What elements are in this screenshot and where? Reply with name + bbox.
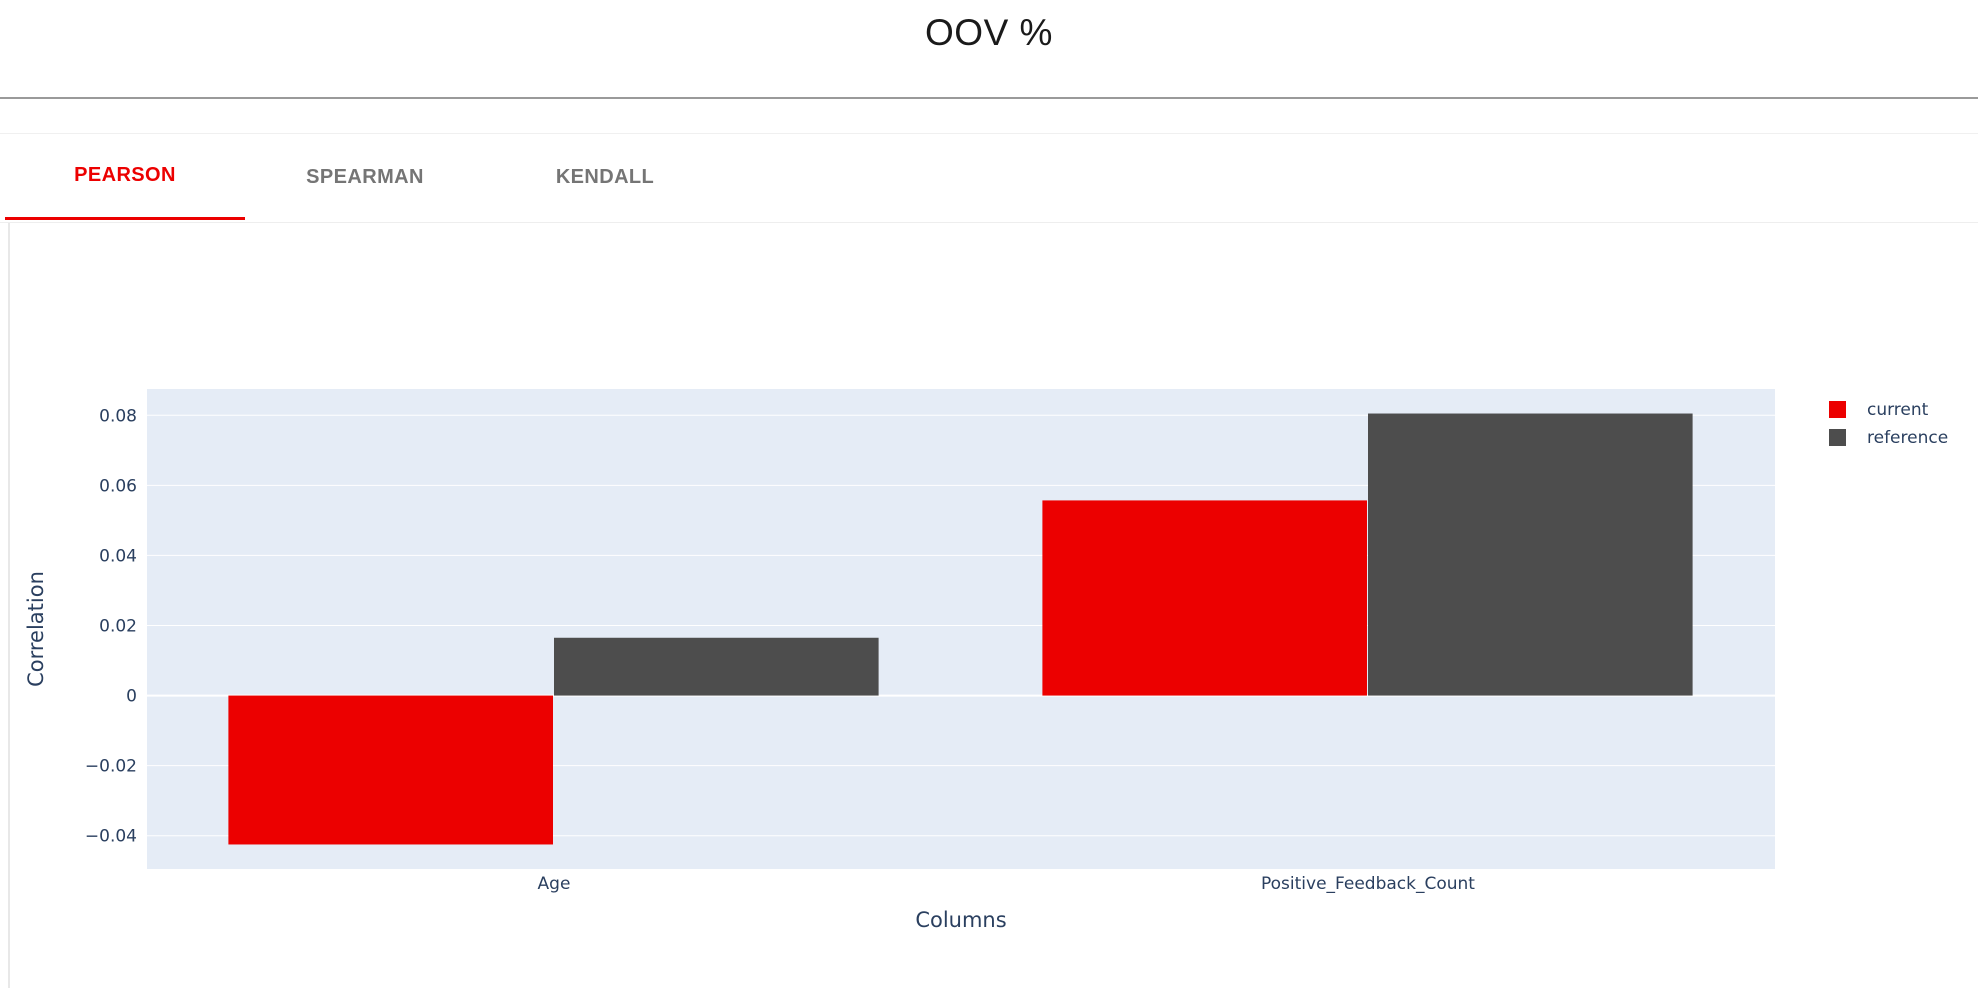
x-tick-label: Age xyxy=(538,874,571,894)
legend-swatch-current[interactable] xyxy=(1829,401,1846,418)
y-tick-label: 0.04 xyxy=(99,546,137,566)
page-title: OOV % xyxy=(925,12,1053,53)
y-tick-label: 0 xyxy=(126,687,137,707)
y-tick-label: −0.04 xyxy=(85,827,137,847)
y-tick-label: 0.08 xyxy=(99,406,137,426)
header-bar: OOV % xyxy=(0,0,1978,99)
bar-reference-positive_feedback_count[interactable] xyxy=(1368,413,1693,696)
tab-spearman[interactable]: SPEARMAN xyxy=(306,165,424,188)
x-axis-title: Columns xyxy=(915,908,1006,932)
legend-swatch-reference[interactable] xyxy=(1829,429,1846,446)
y-axis-title: Correlation xyxy=(24,571,48,687)
correlation-bar-chart: −0.04 −0.02 0 0.02 0.04 0.06 0.08 Age Positive_… xyxy=(24,389,1948,932)
bar-reference-age[interactable] xyxy=(554,637,879,696)
y-tick-label: 0.06 xyxy=(99,476,137,496)
y-tick-label: 0.02 xyxy=(99,616,137,636)
y-axis-ticks: −0.04 −0.02 0 0.02 0.04 0.06 0.08 xyxy=(85,406,137,846)
y-tick-label: −0.02 xyxy=(85,757,137,777)
bar-current-positive_feedback_count[interactable] xyxy=(1042,500,1367,696)
tab-pearson[interactable]: PEARSON xyxy=(5,134,245,220)
tab-bar: PEARSON SPEARMAN KENDALL xyxy=(0,134,1978,223)
x-axis-ticks: Age Positive_Feedback_Count xyxy=(538,874,1476,894)
bar-current-age[interactable] xyxy=(228,695,553,845)
legend: current reference xyxy=(1829,400,1948,448)
bars xyxy=(228,413,1693,845)
legend-label-reference[interactable]: reference xyxy=(1867,428,1948,448)
chart-panel: −0.04 −0.02 0 0.02 0.04 0.06 0.08 Age Positive_… xyxy=(8,223,1978,988)
legend-label-current[interactable]: current xyxy=(1867,400,1929,420)
tab-kendall[interactable]: KENDALL xyxy=(555,165,655,188)
x-tick-label: Positive_Feedback_Count xyxy=(1261,874,1475,894)
header-spacer xyxy=(0,99,1978,134)
